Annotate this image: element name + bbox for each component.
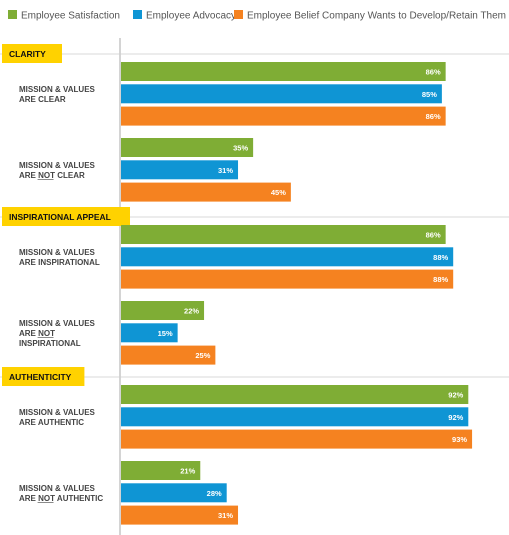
- bar: [121, 160, 239, 180]
- bar-value-label: 28%: [207, 489, 222, 498]
- bar: [121, 84, 442, 104]
- bar: [121, 323, 178, 343]
- category-label: MISSION & VALUES: [19, 408, 96, 417]
- category-label: MISSION & VALUES: [19, 85, 96, 94]
- bar-value-label: 92%: [448, 391, 463, 400]
- category-label: ARE INSPIRATIONAL: [19, 258, 100, 267]
- bar: [121, 106, 446, 126]
- bar-value-label: 31%: [218, 166, 233, 175]
- section-tag: [2, 44, 62, 63]
- legend-item: Employee Satisfaction: [8, 10, 120, 22]
- section-title: AUTHENTICITY: [9, 372, 72, 382]
- section-tag: [2, 207, 130, 226]
- bar-value-label: 85%: [422, 90, 437, 99]
- bar: [121, 269, 454, 289]
- bar-value-label: 86%: [426, 112, 441, 121]
- bar: [121, 407, 469, 427]
- bar: [121, 247, 454, 267]
- category-label: MISSION & VALUES: [19, 161, 96, 170]
- section-title: INSPIRATIONAL APPEAL: [9, 212, 111, 222]
- bar: [121, 301, 205, 320]
- bar-value-label: 45%: [271, 188, 286, 197]
- bar-value-label: 88%: [433, 253, 448, 262]
- legend-label: Employee Satisfaction: [21, 11, 120, 22]
- bar-value-label: 86%: [426, 231, 441, 240]
- bar-value-label: 35%: [233, 144, 248, 153]
- bar: [121, 345, 216, 365]
- legend-swatch: [234, 10, 243, 19]
- bar: [121, 385, 469, 404]
- bar-value-label: 86%: [426, 68, 441, 77]
- bar: [121, 62, 446, 81]
- legend-item: Employee Advocacy: [133, 10, 236, 22]
- category-label: INSPIRATIONAL: [19, 339, 81, 348]
- bar: [121, 138, 254, 157]
- bar-value-label: 22%: [184, 307, 199, 316]
- category-label: ARE CLEAR: [19, 95, 66, 104]
- category-label: MISSION & VALUES: [19, 484, 96, 493]
- legend-swatch: [133, 10, 142, 19]
- category-label: MISSION & VALUES: [19, 248, 96, 257]
- legend-label: Employee Belief Company Wants to Develop…: [247, 11, 506, 22]
- legend-item: Employee Belief Company Wants to Develop…: [234, 10, 506, 22]
- bar-value-label: 31%: [218, 511, 233, 520]
- bar: [121, 182, 291, 202]
- category-label: ARE NOT CLEAR: [19, 171, 85, 180]
- bar-value-label: 15%: [158, 329, 173, 338]
- bar: [121, 225, 446, 244]
- section-tag: [2, 367, 85, 386]
- bar-value-label: 93%: [452, 435, 467, 444]
- bar: [121, 505, 239, 525]
- legend-swatch: [8, 10, 17, 19]
- category-label: ARE NOT: [19, 329, 55, 338]
- section-title: CLARITY: [9, 49, 46, 59]
- category-label: ARE NOT AUTHENTIC: [19, 494, 103, 503]
- legend: Employee Satisfaction Employee Advocacy Em…: [8, 10, 506, 22]
- bar-value-label: 21%: [180, 467, 195, 476]
- bar-value-label: 25%: [195, 351, 210, 360]
- legend-label: Employee Advocacy: [146, 11, 236, 22]
- bar-value-label: 88%: [433, 275, 448, 284]
- category-label: ARE AUTHENTIC: [19, 418, 84, 427]
- bar: [121, 429, 473, 449]
- category-label: MISSION & VALUES: [19, 319, 96, 328]
- bar: [121, 483, 227, 503]
- bar-value-label: 92%: [448, 413, 463, 422]
- bar: [121, 461, 201, 480]
